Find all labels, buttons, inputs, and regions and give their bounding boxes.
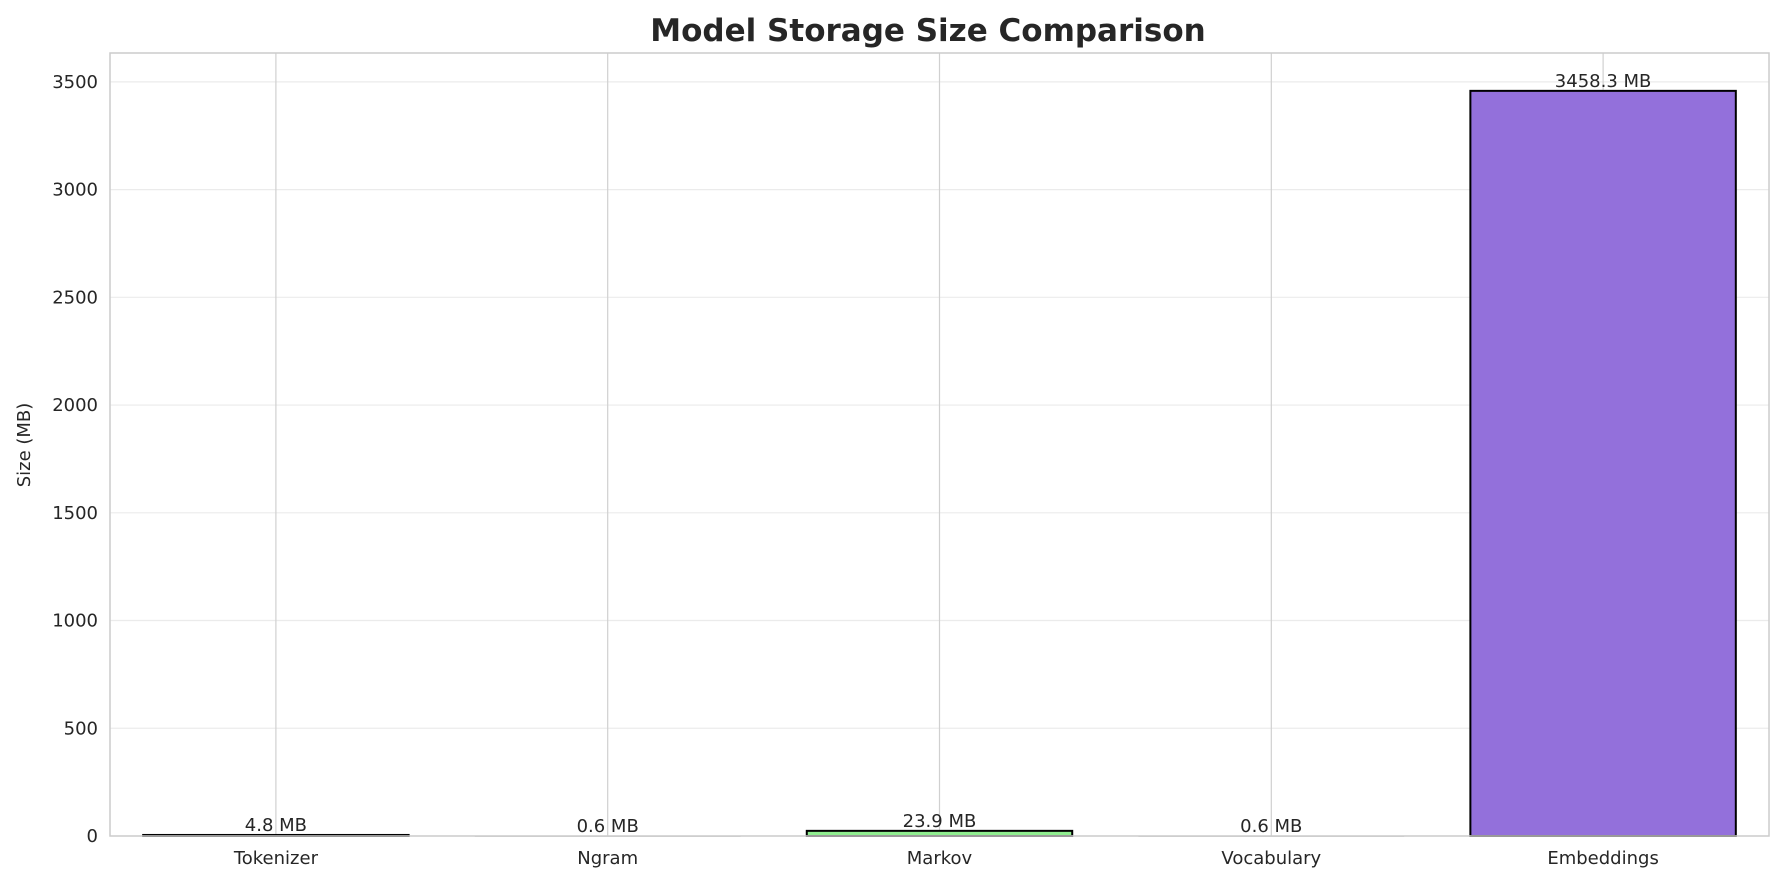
- data-label: 0.6 MB: [577, 816, 639, 837]
- data-label: 0.6 MB: [1240, 816, 1302, 837]
- data-label: 3458.3 MB: [1555, 71, 1652, 92]
- x-tick-label: Vocabulary: [1221, 848, 1321, 869]
- data-label: 4.8 MB: [245, 815, 307, 836]
- bars: [142, 89, 1737, 838]
- x-tick-label: Tokenizer: [233, 848, 319, 869]
- data-labels: 4.8 MB 0.6 MB 23.9 MB 0.6 MB 3458.3 MB: [245, 71, 1652, 837]
- y-tick-label: 2000: [52, 395, 98, 416]
- y-tick-label: 500: [64, 718, 98, 739]
- data-label: 23.9 MB: [903, 811, 977, 832]
- y-tick-label: 2500: [52, 287, 98, 308]
- x-tick-label: Markov: [907, 848, 973, 869]
- y-tick-label: 3500: [52, 72, 98, 93]
- y-tick-label: 0: [87, 826, 98, 847]
- y-tick-label: 1000: [52, 611, 98, 632]
- plot-frame: [109, 52, 1770, 837]
- bar-embeddings: [1469, 89, 1737, 837]
- x-tick-label: Ngram: [577, 848, 638, 869]
- chart-title: Model Storage Size Comparison: [650, 13, 1205, 49]
- y-axis-label: Size (MB): [14, 403, 35, 488]
- x-tick-label: Embeddings: [1547, 848, 1658, 869]
- tick-labels: 0 500 1000 1500 2000 2500 3000 3500 Tokenizer Ngr…: [52, 72, 1659, 869]
- y-tick-label: 3000: [52, 180, 98, 201]
- y-tick-label: 1500: [52, 503, 98, 524]
